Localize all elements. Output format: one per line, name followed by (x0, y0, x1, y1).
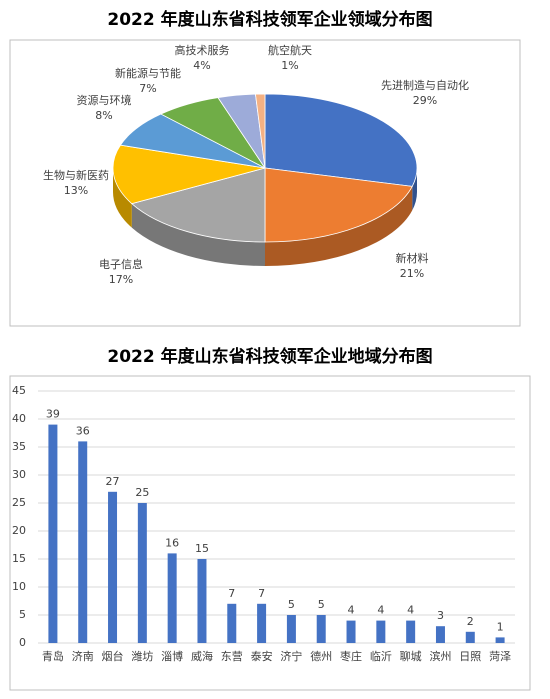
pie-label: 新能源与节能 (115, 66, 181, 80)
value-label: 4 (407, 604, 414, 617)
bar (137, 503, 147, 643)
x-tick-label: 烟台 (102, 649, 124, 663)
x-tick-label: 德州 (310, 649, 332, 663)
value-label: 39 (46, 408, 60, 421)
pie-value-label: 4% (193, 59, 210, 72)
y-tick-label: 15 (12, 552, 26, 565)
pie-label: 高技术服务 (175, 43, 230, 57)
y-tick-label: 40 (12, 412, 26, 425)
pie-slice (255, 93, 266, 169)
x-tick-label: 菏泽 (489, 650, 511, 663)
pie-slice-side (265, 186, 413, 266)
bar (197, 559, 207, 643)
pie-label: 资源与环境 (77, 93, 132, 107)
y-tick-label: 20 (12, 524, 26, 537)
pie-label: 航空航天 (268, 43, 312, 57)
pie-label: 生物与新医药 (43, 168, 109, 182)
x-tick-label: 威海 (191, 649, 213, 663)
x-tick-label: 枣庄 (340, 649, 362, 663)
value-label: 2 (467, 615, 474, 628)
value-label: 7 (228, 587, 235, 600)
value-label: 16 (165, 536, 179, 549)
bar (167, 553, 177, 643)
pie-value-label: 8% (95, 109, 112, 122)
bar (465, 631, 475, 643)
bar (316, 615, 326, 643)
chart-title: 2022 年度山东省科技领军企业领域分布图 (107, 9, 432, 30)
bar (227, 603, 237, 643)
y-tick-label: 35 (12, 440, 26, 453)
pie-value-label: 7% (139, 82, 156, 95)
x-tick-label: 济宁 (280, 649, 302, 663)
pie-slice (112, 144, 266, 205)
value-label: 4 (348, 604, 355, 617)
value-label: 25 (135, 486, 149, 499)
value-label: 36 (76, 424, 90, 437)
chart-title: 2022 年度山东省科技领军企业地域分布图 (107, 346, 432, 367)
x-tick-label: 临沂 (370, 649, 392, 663)
pie-value-label: 21% (400, 267, 424, 280)
pie-slice (264, 93, 418, 187)
x-tick-label: 东营 (221, 649, 243, 663)
y-tick-label: 25 (12, 496, 26, 509)
pie-slice (264, 167, 413, 243)
bar (108, 491, 118, 643)
bar (435, 626, 445, 643)
x-tick-label: 淄博 (161, 650, 183, 663)
pie-label: 先进制造与自动化 (381, 78, 469, 92)
pie-label: 新材料 (396, 251, 429, 265)
value-label: 7 (258, 587, 265, 600)
value-label: 4 (377, 604, 384, 617)
y-tick-label: 10 (12, 580, 26, 593)
pie-label: 电子信息 (99, 257, 143, 271)
value-label: 3 (437, 609, 444, 622)
bar (406, 620, 416, 643)
value-label: 1 (497, 620, 504, 633)
bar (376, 620, 386, 643)
y-tick-label: 0 (19, 636, 26, 649)
y-tick-label: 5 (19, 608, 26, 621)
bar (286, 615, 296, 643)
pie-value-label: 13% (64, 184, 88, 197)
x-tick-label: 日照 (459, 650, 481, 663)
value-label: 27 (106, 475, 120, 488)
pie-value-label: 1% (281, 59, 298, 72)
value-label: 5 (318, 598, 325, 611)
pie-slice (130, 167, 266, 243)
value-label: 5 (288, 598, 295, 611)
value-label: 15 (195, 542, 209, 555)
x-tick-label: 潍坊 (131, 649, 153, 663)
pie-slice-side (113, 168, 132, 228)
x-tick-label: 济南 (72, 649, 94, 663)
pie-value-label: 17% (109, 273, 133, 286)
x-tick-label: 青岛 (42, 649, 64, 663)
bar (257, 603, 267, 643)
bar (78, 441, 88, 643)
x-tick-label: 聊城 (400, 649, 422, 663)
bar (346, 620, 356, 643)
chart-frame (9, 375, 531, 691)
x-tick-label: 滨州 (429, 649, 451, 663)
pie-value-label: 29% (413, 94, 437, 107)
y-tick-label: 45 (12, 384, 26, 397)
bar (495, 637, 505, 643)
bar (48, 424, 58, 643)
x-tick-label: 泰安 (251, 649, 273, 663)
chart-frame (9, 39, 521, 327)
y-tick-label: 30 (12, 468, 26, 481)
